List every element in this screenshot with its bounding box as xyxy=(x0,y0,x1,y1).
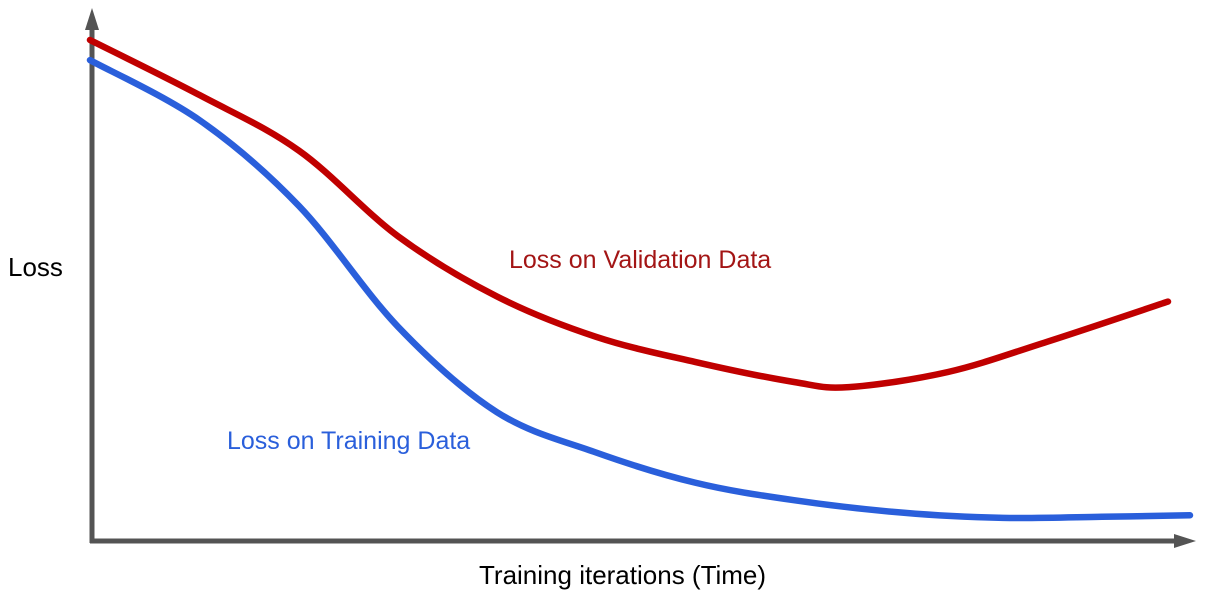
training-series-label: Loss on Training Data xyxy=(227,427,471,455)
x-axis-arrowhead-icon xyxy=(1174,534,1196,548)
training-loss-curve xyxy=(86,56,1194,522)
y-axis-arrowhead-icon xyxy=(85,8,99,30)
validation-series-label: Loss on Validation Data xyxy=(509,246,772,274)
y-axis-label: Loss xyxy=(8,252,63,282)
validation-loss-curve xyxy=(86,36,1172,391)
x-axis-label: Training iterations (Time) xyxy=(479,560,767,590)
